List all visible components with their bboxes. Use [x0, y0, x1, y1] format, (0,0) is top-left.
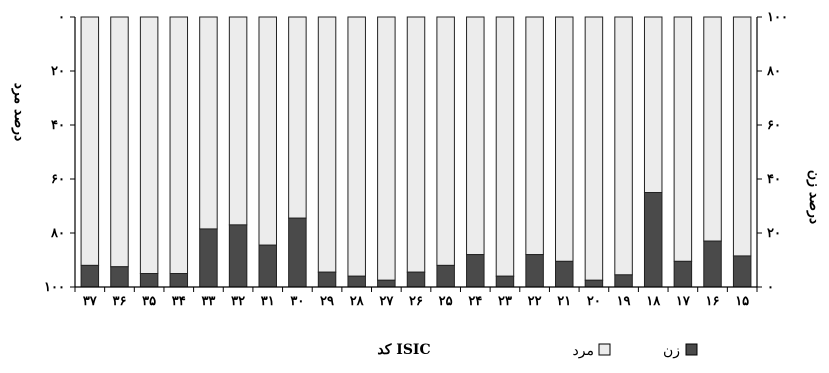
bar-men-۲۱	[555, 16, 574, 262]
y-left-tick-label: ۸۰	[50, 226, 65, 241]
bar-women-۳۷	[80, 264, 100, 288]
x-tick-label: ۱۷	[676, 294, 691, 309]
y-right-tick-label: ۸۰	[766, 64, 781, 79]
x-tick-label: ۳۷	[83, 294, 98, 309]
y-right-tick-label: ۲۰	[767, 226, 781, 241]
bar-women-۱۸	[643, 192, 663, 288]
legend-label-women: زن	[663, 343, 680, 359]
labels-group: ۳۷ ۳۶ ۳۵ ۳۴ ۳۳ ۳۲ ۳۱ ۳۰ ۲۹ ۲۸ ۲۷ ۲۶ ۲۵ ۲۴ ۲۳ ۲۲ ۲۱ ۲۰ ۱۹ ۱۸…	[11, 10, 822, 358]
y-right-tick-label: ۴۰	[767, 172, 781, 187]
bar-women-۲۳	[495, 275, 515, 288]
x-tick-label: ۳۴	[172, 294, 186, 309]
bar-women-۲۱	[555, 260, 574, 288]
axes-group	[70, 16, 762, 292]
x-tick-label: ۲۹	[320, 294, 334, 309]
y-right-tick-label: ۰	[767, 280, 774, 295]
y-left-tick-label: ۲۰	[51, 64, 65, 79]
legend-swatch-women	[685, 343, 698, 356]
bar-women-۳۲	[228, 224, 248, 288]
x-tick-label: ۳۳	[201, 294, 215, 309]
x-tick-label: ۲۴	[468, 294, 482, 309]
y-right-tick-label: ۱۰۰	[767, 10, 788, 25]
bars-group	[80, 16, 752, 288]
bar-women-۲۶	[406, 271, 426, 288]
bar-women-۳۰	[288, 217, 307, 288]
bar-men-۱۷	[673, 16, 693, 262]
bar-men-۱۸	[643, 16, 663, 193]
bar-men-۱۶	[703, 16, 722, 242]
bar-women-۱۶	[703, 240, 722, 288]
x-axis-title: کد ISIC	[377, 342, 430, 358]
y-left-tick-label: ۱۰۰	[44, 280, 65, 295]
bar-men-۲۰	[584, 16, 604, 281]
y-left-axis-title: درصد مرد	[11, 83, 27, 142]
x-tick-label: ۳۲	[231, 294, 245, 309]
bar-men-۳۵	[139, 16, 159, 274]
bar-women-۳۱	[258, 244, 277, 288]
x-tick-label: ۱۹	[617, 294, 631, 309]
bar-women-۲۷	[377, 279, 396, 288]
x-tick-label: ۲۸	[350, 294, 365, 309]
x-tick-label: ۳۰	[290, 294, 304, 309]
legend: زن مرد	[573, 343, 698, 359]
legend-swatch-men	[598, 343, 611, 356]
bar-men-۲۹	[317, 16, 337, 273]
bar-men-۳۱	[258, 16, 277, 246]
bar-men-۲۶	[406, 16, 426, 273]
y-left-tick-label: ۶۰	[51, 172, 65, 187]
bar-men-۲۸	[347, 16, 366, 277]
bar-women-۳۶	[110, 266, 129, 288]
bar-women-۲۹	[317, 271, 337, 288]
bar-men-۳۷	[80, 16, 100, 266]
x-tick-label: ۱۵	[735, 294, 749, 309]
bar-men-۲۳	[495, 16, 515, 277]
bar-women-۳۳	[199, 228, 218, 288]
y-right-tick-label: ۶۰	[767, 118, 781, 133]
y-right-axis-title: درصد زن	[806, 170, 822, 224]
x-tick-label: ۲۱	[557, 294, 571, 309]
x-tick-label: ۳۱	[261, 294, 275, 309]
x-tick-label: ۱۶	[706, 294, 720, 309]
bar-women-۲۴	[466, 254, 485, 288]
legend-label-men: مرد	[573, 343, 594, 359]
x-tick-label: ۱۸	[646, 294, 661, 309]
x-tick-label: ۲۵	[439, 294, 453, 309]
bar-women-۳۵	[139, 273, 159, 288]
bar-men-۲۷	[377, 16, 396, 281]
bar-women-۳۴	[169, 273, 189, 288]
bar-men-۲۵	[436, 16, 455, 266]
bar-women-۱۹	[614, 274, 633, 288]
bar-women-۱۵	[732, 255, 752, 288]
bar-men-۲۴	[466, 16, 485, 256]
x-tick-label: ۲۰	[587, 294, 601, 309]
bar-women-۲۸	[347, 275, 366, 288]
y-left-tick-label: ۰	[58, 10, 65, 25]
bar-women-۲۲	[525, 254, 544, 288]
bar-women-۱۷	[673, 260, 693, 288]
bar-men-۳۴	[169, 16, 189, 274]
x-tick-label: ۲۲	[528, 294, 542, 309]
y-left-tick-label: ۴۰	[51, 118, 65, 133]
bar-women-۲۰	[584, 279, 604, 288]
bar-women-۲۵	[436, 264, 455, 288]
x-tick-label: ۲۶	[409, 294, 423, 309]
x-tick-label: ۳۶	[112, 294, 126, 309]
bar-men-۱۵	[732, 16, 752, 257]
bar-men-۳۳	[199, 16, 218, 230]
bar-men-۲۲	[525, 16, 544, 256]
bar-men-۱۹	[614, 16, 633, 276]
bar-men-۳۶	[110, 16, 129, 268]
bar-men-۳۰	[288, 16, 307, 219]
bar-men-۳۲	[228, 16, 248, 226]
x-tick-label: ۳۵	[142, 294, 156, 309]
x-tick-label: ۲۳	[498, 294, 512, 309]
x-tick-label: ۲۷	[379, 294, 394, 309]
